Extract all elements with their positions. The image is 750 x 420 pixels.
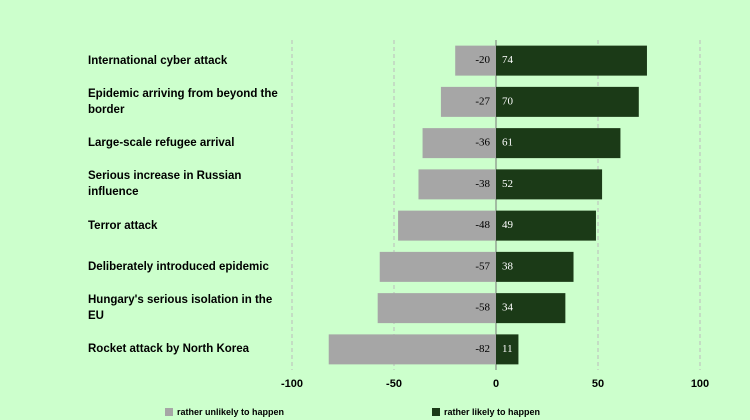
bar <box>455 45 496 76</box>
legend-swatch <box>432 408 440 416</box>
bar <box>418 169 496 200</box>
value-label: -82 <box>475 343 490 355</box>
legend-label: rather unlikely to happen <box>177 407 284 417</box>
x-tick-label: 100 <box>691 378 709 390</box>
value-label: 38 <box>502 260 514 272</box>
bar <box>377 293 496 324</box>
x-tick-label: -100 <box>281 378 303 390</box>
bar <box>328 334 496 365</box>
category-label: Large-scale refugee arrival <box>88 137 235 150</box>
value-label: -36 <box>475 137 490 149</box>
x-tick-label: 50 <box>592 378 604 390</box>
bar <box>496 210 596 241</box>
category-label: Deliberately introduced epidemic <box>88 260 269 273</box>
category-label: Terror attack <box>88 219 158 232</box>
bar <box>496 45 647 76</box>
value-label: -57 <box>475 260 490 272</box>
bar <box>440 86 496 117</box>
value-label: -27 <box>475 95 490 107</box>
value-label: 61 <box>502 137 513 149</box>
bar <box>496 86 639 117</box>
value-label: 52 <box>502 178 513 190</box>
category-label: Serious increase in Russian influence <box>88 170 242 199</box>
value-label: 70 <box>502 95 514 107</box>
legend-label: rather likely to happen <box>444 407 540 417</box>
category-label: Rocket attack by North Korea <box>88 343 250 356</box>
value-label: 11 <box>502 343 513 355</box>
value-label: -20 <box>475 54 490 66</box>
value-label: -58 <box>475 302 490 314</box>
x-tick-label: -50 <box>386 378 402 390</box>
bar <box>496 251 574 282</box>
bar <box>496 293 566 324</box>
value-label: -38 <box>475 178 490 190</box>
value-label: 49 <box>502 219 514 231</box>
value-label: -48 <box>475 219 490 231</box>
bar <box>379 251 496 282</box>
value-label: 34 <box>502 302 514 314</box>
category-label: International cyber attack <box>88 54 228 67</box>
x-tick-label: 0 <box>493 378 499 390</box>
category-label: Hungary's serious isolation in the EU <box>88 294 273 323</box>
legend-swatch <box>165 408 173 416</box>
bar <box>398 210 496 241</box>
bar <box>496 169 603 200</box>
bar <box>496 334 519 365</box>
category-label: Epidemic arriving from beyond the border <box>88 87 278 116</box>
bar <box>496 128 621 159</box>
bar <box>422 128 496 159</box>
value-label: 74 <box>502 54 514 66</box>
